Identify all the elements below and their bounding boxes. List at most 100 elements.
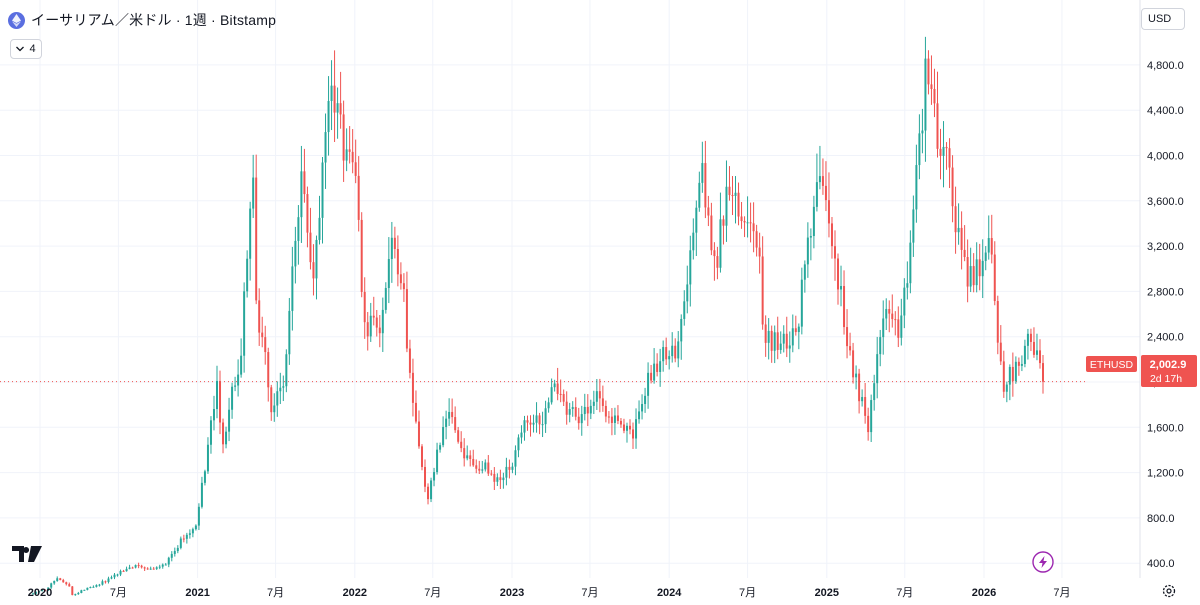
candle — [592, 390, 595, 415]
candle-body — [433, 472, 436, 481]
candle — [303, 148, 306, 203]
candle-body — [427, 486, 430, 500]
candle-body — [288, 310, 291, 355]
candle — [1011, 352, 1014, 397]
candle-body — [95, 585, 98, 587]
candle — [219, 370, 222, 435]
candle-body — [209, 420, 212, 445]
x-tick-label: 7月 — [739, 587, 756, 599]
candle-body — [345, 149, 348, 161]
candle — [1023, 339, 1026, 368]
candle — [243, 282, 246, 373]
candle — [490, 470, 493, 476]
candle — [647, 362, 650, 409]
candle — [629, 419, 631, 435]
candle-body — [885, 308, 888, 319]
currency-selector[interactable]: USD — [1141, 8, 1185, 30]
candle-body — [785, 333, 788, 349]
candle — [840, 265, 843, 307]
candle-body — [791, 328, 794, 346]
chevron-down-icon — [16, 46, 25, 52]
candle-body — [80, 590, 83, 594]
candle — [234, 376, 237, 392]
candle-body — [981, 260, 984, 277]
time-axis[interactable]: 2020 7月 2021 7月 2022 7月 2023 7月 2024 7月 2025 7月 2026… — [28, 587, 1071, 599]
candle-body — [797, 326, 800, 333]
x-tick-label: 2026 — [972, 587, 996, 599]
candle — [535, 402, 538, 433]
candle-body — [695, 207, 698, 233]
candle — [978, 243, 981, 291]
tradingview-logo[interactable] — [12, 546, 42, 562]
candle — [228, 397, 231, 442]
candle — [954, 186, 957, 254]
candle-body — [119, 570, 122, 575]
candle — [433, 467, 436, 487]
candle-body — [767, 330, 770, 343]
candle-body — [535, 415, 538, 423]
candle-body — [629, 425, 631, 430]
candle — [544, 400, 547, 433]
candle — [894, 311, 897, 336]
candle-body — [734, 192, 737, 196]
candle — [999, 325, 1002, 366]
candle — [384, 282, 387, 314]
candle-body — [770, 330, 773, 351]
candle-body — [442, 426, 445, 446]
y-tick-label: 4,400.0 — [1147, 105, 1184, 117]
candle-body — [86, 587, 89, 590]
candle-body — [749, 222, 752, 224]
candle-body — [378, 327, 381, 334]
candle-body — [577, 416, 580, 424]
symbol-title[interactable]: イーサリアム／米ドル · 1週 · Bitstamp — [31, 12, 277, 28]
candle-body — [586, 406, 589, 414]
candle — [372, 296, 375, 326]
candle-body — [270, 387, 273, 413]
candle — [613, 407, 616, 435]
lightning-icon[interactable] — [1032, 551, 1054, 573]
candle — [333, 50, 336, 142]
candle — [264, 325, 267, 365]
candle — [987, 215, 990, 260]
candle — [279, 372, 282, 405]
indicators-toggle-button[interactable]: 4 — [10, 39, 42, 59]
candle — [891, 294, 894, 328]
price-axis[interactable]: 400.0800.01,200.01,600.02,000.02,400.02,… — [1147, 60, 1184, 570]
candle — [833, 230, 836, 281]
candle — [969, 247, 972, 293]
candle — [818, 145, 821, 190]
candle-body — [710, 215, 713, 251]
candle-body — [674, 345, 677, 359]
candle-body — [249, 208, 252, 259]
candle-body — [849, 346, 852, 351]
candle — [550, 378, 553, 405]
currency-label: USD — [1148, 13, 1172, 25]
candle — [363, 277, 366, 339]
candle-body — [327, 100, 330, 133]
candle — [689, 235, 692, 307]
gear-icon[interactable] — [1162, 584, 1176, 598]
candle — [282, 375, 285, 402]
symbol-tag-text: ETHUSD — [1090, 359, 1134, 371]
candle-body — [794, 328, 797, 333]
y-tick-label: 800.0 — [1147, 513, 1175, 525]
candle — [315, 235, 318, 300]
candle-body — [131, 567, 134, 569]
candle — [360, 212, 363, 298]
candle-body — [683, 301, 686, 319]
candle — [779, 331, 782, 354]
candle — [402, 273, 405, 302]
candle-body — [906, 283, 909, 288]
candle — [791, 314, 794, 353]
candle-body — [592, 401, 595, 406]
candle — [882, 300, 885, 355]
candle-body — [104, 581, 107, 583]
candle — [1029, 328, 1032, 352]
candle-body — [909, 242, 912, 284]
candle — [713, 242, 716, 281]
candle — [68, 582, 71, 587]
candle-body — [728, 186, 731, 196]
candle — [659, 348, 662, 387]
candle-body — [824, 185, 827, 201]
